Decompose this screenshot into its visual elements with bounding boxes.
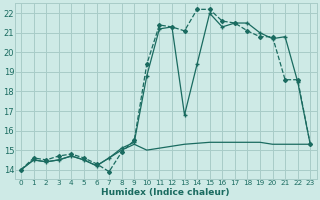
X-axis label: Humidex (Indice chaleur): Humidex (Indice chaleur) xyxy=(101,188,230,197)
